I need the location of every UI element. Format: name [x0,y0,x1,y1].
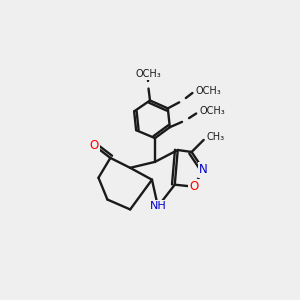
Text: OCH₃: OCH₃ [196,85,221,96]
Text: O: O [189,180,198,193]
Text: O: O [89,139,98,152]
Text: NH: NH [150,202,166,212]
Text: N: N [199,163,208,176]
Text: CH₃: CH₃ [206,132,225,142]
Text: OCH₃: OCH₃ [200,106,225,116]
Text: OCH₃: OCH₃ [135,69,161,79]
